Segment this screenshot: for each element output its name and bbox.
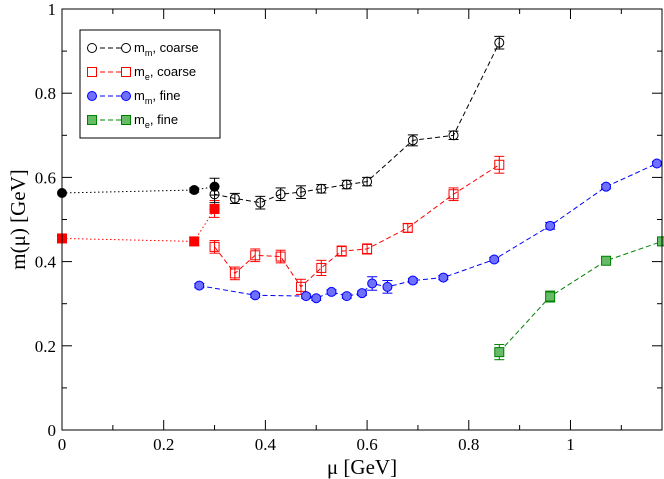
- data-point: [229, 268, 240, 279]
- data-point: [407, 275, 418, 286]
- legend-label: mm, coarse: [134, 40, 199, 58]
- data-point: [209, 241, 220, 252]
- series-layer: [194, 35, 664, 361]
- data-point: [326, 286, 337, 297]
- legend-label: mm, fine: [134, 88, 181, 106]
- data-point: [545, 220, 556, 231]
- y-tick-label: 0: [48, 421, 57, 440]
- series-line: [214, 42, 500, 204]
- data-point: [545, 291, 556, 302]
- extrapolation-layer: [57, 177, 220, 247]
- data-point: [367, 278, 378, 289]
- series-line: [498, 240, 663, 353]
- data-point: [651, 158, 662, 169]
- data-point: [448, 130, 459, 141]
- y-tick-label: 0.4: [35, 253, 57, 272]
- axis-tick-labels: 0 0.2 0.4 0.6 0.8 1 0 0.2 0.4 0.6 0.8 1: [35, 0, 575, 454]
- series-1: [209, 155, 505, 295]
- extrapolation-point: [189, 185, 200, 196]
- legend-label: me, coarse: [134, 64, 196, 82]
- x-tick-label: 0.2: [153, 435, 174, 454]
- data-point: [601, 255, 612, 266]
- data-point: [295, 187, 306, 198]
- data-point: [316, 183, 327, 194]
- data-point: [194, 280, 205, 291]
- data-point: [438, 272, 449, 283]
- legend-label: me, fine: [134, 112, 178, 130]
- data-point: [275, 251, 286, 262]
- series-line: [199, 163, 658, 299]
- x-axis-title: μ [GeV]: [327, 455, 397, 479]
- data-point: [275, 189, 286, 200]
- axis-ticks: [61, 8, 662, 431]
- data-point: [295, 281, 306, 292]
- legend-marker: [121, 43, 131, 53]
- data-point: [316, 262, 327, 273]
- x-tick-label: 0: [58, 435, 67, 454]
- data-point: [209, 189, 220, 200]
- data-point: [489, 254, 500, 265]
- y-tick-label: 0.8: [35, 84, 56, 103]
- legend-marker: [87, 43, 97, 53]
- data-point: [250, 250, 261, 261]
- legend-marker: [121, 91, 131, 101]
- data-point: [301, 291, 312, 302]
- data-point: [357, 288, 367, 299]
- data-point: [341, 291, 352, 302]
- data-point: [494, 159, 505, 170]
- series-3: [494, 236, 664, 361]
- data-point: [341, 179, 352, 190]
- data-point: [448, 189, 459, 200]
- series-2: [194, 158, 662, 304]
- legend-marker: [87, 91, 97, 101]
- data-point: [255, 197, 266, 208]
- data-point: [336, 246, 347, 257]
- extrapolation-point: [209, 203, 220, 214]
- legend-marker: [121, 67, 131, 77]
- extrapolation-point: [189, 236, 200, 247]
- legend: mm, coarse me, coarse mm, fine me, fine: [79, 29, 221, 139]
- data-point: [229, 193, 240, 204]
- y-tick-label: 0.6: [35, 168, 56, 187]
- y-axis-title: m(μ) [GeV]: [6, 169, 30, 269]
- data-point: [402, 222, 413, 233]
- legend-marker: [87, 115, 97, 125]
- x-tick-label: 0.4: [255, 435, 277, 454]
- legend-marker: [87, 67, 97, 77]
- data-point: [250, 290, 261, 301]
- data-point: [407, 135, 418, 146]
- data-point: [657, 236, 664, 247]
- x-tick-label: 1: [566, 435, 575, 454]
- legend-marker: [121, 115, 131, 125]
- data-point: [494, 37, 505, 48]
- data-point: [601, 181, 612, 192]
- data-point: [311, 293, 322, 304]
- series-0: [209, 35, 505, 210]
- y-tick-label: 0.2: [35, 337, 56, 356]
- y-tick-label: 1: [48, 0, 57, 19]
- data-point: [382, 281, 393, 292]
- x-tick-label: 0.6: [356, 435, 377, 454]
- series-line: [214, 164, 500, 288]
- data-point: [362, 176, 373, 187]
- x-tick-label: 0.8: [458, 435, 479, 454]
- data-point: [494, 347, 505, 358]
- data-point: [362, 243, 373, 254]
